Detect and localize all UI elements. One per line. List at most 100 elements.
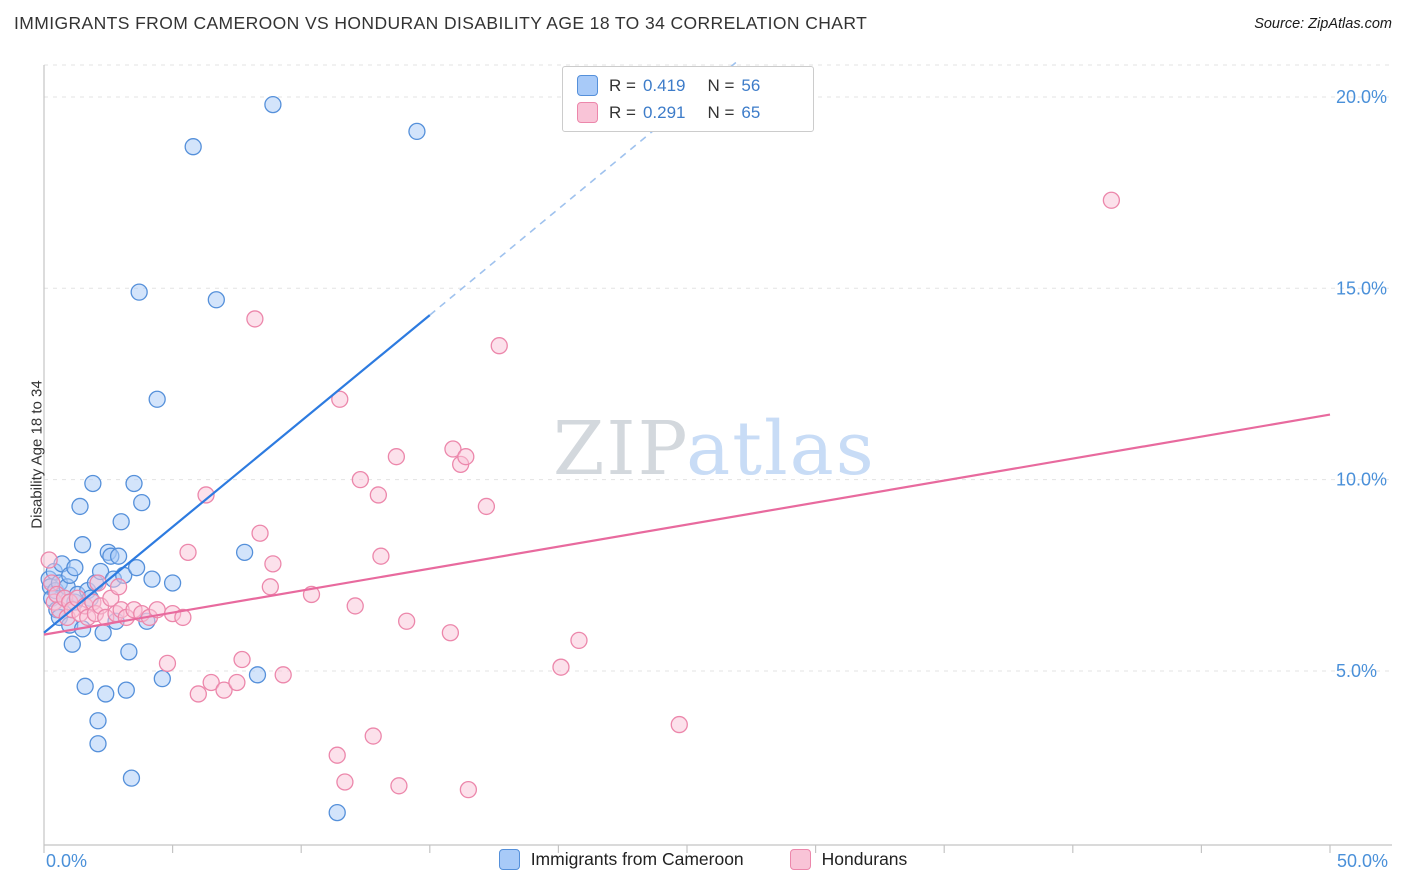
scatter-point-hondurans bbox=[264, 555, 282, 573]
scatter-point-cameroon bbox=[120, 643, 138, 661]
scatter-point-hondurans bbox=[197, 486, 215, 504]
scatter-point-cameroon bbox=[109, 547, 128, 565]
scatter-point-cameroon bbox=[153, 670, 171, 688]
scatter-point-cameroon bbox=[130, 283, 148, 301]
y-tick-label: 20.0% bbox=[1336, 87, 1387, 107]
scatter-point-hondurans bbox=[202, 673, 220, 692]
scatter-point-hondurans bbox=[441, 624, 460, 642]
scatter-point-hondurans bbox=[390, 777, 408, 795]
scatter-point-hondurans bbox=[552, 658, 570, 676]
y-axis-label: Disability Age 18 to 34 bbox=[28, 380, 46, 529]
scatter-point-cameroon bbox=[112, 513, 130, 531]
scatter-point-cameroon bbox=[207, 291, 225, 309]
scatter-point-hondurans bbox=[233, 650, 251, 669]
scatter-point-hondurans bbox=[364, 727, 382, 745]
y-tick-label: 5.0% bbox=[1336, 661, 1377, 681]
scatter-point-cameroon bbox=[143, 570, 161, 588]
scatter-point-cameroon bbox=[71, 497, 89, 516]
scatter-point-cameroon bbox=[89, 712, 107, 730]
scatter-point-hondurans bbox=[251, 524, 269, 542]
scatter-point-hondurans bbox=[179, 543, 197, 562]
legend-swatch-cameroon bbox=[498, 849, 520, 870]
r-label: R = bbox=[609, 75, 636, 95]
scatter-point-hondurans bbox=[398, 612, 416, 630]
scatter-point-cameroon bbox=[66, 559, 84, 577]
scatter-point-cameroon bbox=[125, 474, 143, 493]
scatter-point-hondurans bbox=[369, 486, 388, 504]
n-value-hondurans: 65 bbox=[741, 102, 761, 122]
scatter-point-cameroon bbox=[133, 493, 151, 512]
scatter-point-cameroon bbox=[63, 635, 81, 653]
trendline-hondurans bbox=[43, 413, 1331, 636]
page-title: IMMIGRANTS FROM CAMEROON VS HONDURAN DIS… bbox=[14, 13, 868, 33]
scatter-point-hondurans bbox=[372, 547, 390, 565]
n-value-cameroon: 56 bbox=[741, 75, 761, 95]
scatter-point-hondurans bbox=[246, 310, 264, 328]
bottom-legend: Immigrants from Cameroon Hondurans bbox=[0, 849, 1406, 870]
scatter-point-cameroon bbox=[122, 769, 141, 787]
legend-row-hondurans: R = 0.291 N = 65 bbox=[577, 102, 799, 123]
legend-swatch-hondurans bbox=[789, 849, 811, 870]
scatter-point-cameroon bbox=[408, 122, 426, 141]
n-label: N = bbox=[707, 75, 735, 95]
scatter-point-hondurans bbox=[189, 685, 207, 703]
scatter-point-hondurans bbox=[346, 597, 364, 615]
bottom-legend-item-hondurans: Hondurans bbox=[789, 849, 908, 870]
scatter-point-hondurans bbox=[274, 666, 292, 684]
y-tick-label: 15.0% bbox=[1336, 278, 1387, 298]
scatter-point-hondurans bbox=[261, 578, 279, 596]
x-tick-label-min: 0.0% bbox=[46, 851, 88, 871]
bottom-legend-label-cameroon: Immigrants from Cameroon bbox=[530, 849, 744, 869]
scatter-point-cameroon bbox=[148, 390, 166, 408]
watermark-zip: ZIP bbox=[553, 406, 687, 492]
source-link[interactable]: Source: ZipAtlas.com bbox=[1254, 16, 1392, 32]
scatter-point-cameroon bbox=[94, 624, 112, 642]
scatter-point-cameroon bbox=[76, 677, 94, 695]
scatter-point-cameroon bbox=[97, 685, 115, 703]
scatter-point-hondurans bbox=[459, 780, 478, 799]
scatter-point-hondurans bbox=[477, 497, 496, 516]
scatter-point-cameroon bbox=[127, 559, 146, 577]
scatter-point-cameroon bbox=[89, 735, 107, 753]
watermark: ZIPatlas bbox=[553, 412, 876, 486]
scatter-point-hondurans bbox=[1102, 191, 1121, 209]
scatter-point-cameroon bbox=[235, 543, 254, 562]
r-value-hondurans: 0.291 bbox=[642, 102, 686, 122]
scatter-point-cameroon bbox=[84, 474, 102, 493]
scatter-point-hondurans bbox=[215, 681, 233, 699]
trendline-cameroon bbox=[43, 314, 431, 634]
scatter-point-hondurans bbox=[457, 448, 475, 466]
scatter-point-hondurans bbox=[336, 773, 354, 791]
scatter-point-cameroon bbox=[163, 574, 182, 592]
scatter-point-hondurans bbox=[328, 746, 346, 764]
legend-swatch-hondurans bbox=[577, 102, 598, 123]
scatter-point-cameroon bbox=[264, 95, 282, 114]
scatter-point-hondurans bbox=[387, 448, 406, 466]
scatter-point-cameroon bbox=[184, 138, 202, 156]
scatter-point-cameroon bbox=[73, 536, 92, 554]
y-tick-label: 10.0% bbox=[1336, 470, 1387, 490]
scatter-point-cameroon bbox=[117, 681, 135, 699]
legend-row-cameroon: R = 0.419 N = 56 bbox=[577, 75, 799, 96]
scatter-point-hondurans bbox=[670, 715, 688, 734]
scatter-point-hondurans bbox=[490, 337, 508, 355]
watermark-atlas: atlas bbox=[686, 406, 876, 492]
scatter-point-hondurans bbox=[40, 551, 58, 569]
scatter-point-hondurans bbox=[444, 440, 462, 458]
scatter-point-hondurans bbox=[570, 631, 588, 650]
x-tick-label-max: 50.0% bbox=[1337, 851, 1389, 871]
r-value-cameroon: 0.419 bbox=[642, 75, 686, 95]
bottom-legend-label-hondurans: Hondurans bbox=[821, 849, 908, 869]
legend-box: R = 0.419 N = 56 R = 0.291 N = 65 bbox=[562, 66, 814, 132]
r-label: R = bbox=[609, 102, 636, 122]
scatter-point-hondurans bbox=[228, 673, 246, 692]
scatter-point-hondurans bbox=[331, 390, 349, 408]
scatter-point-cameroon bbox=[248, 666, 267, 684]
scatter-point-hondurans bbox=[174, 608, 192, 627]
scatter-point-hondurans bbox=[109, 578, 128, 596]
scatter-point-hondurans bbox=[351, 470, 370, 489]
scatter-point-cameroon bbox=[328, 803, 346, 822]
bottom-legend-item-cameroon: Immigrants from Cameroon bbox=[498, 849, 744, 870]
